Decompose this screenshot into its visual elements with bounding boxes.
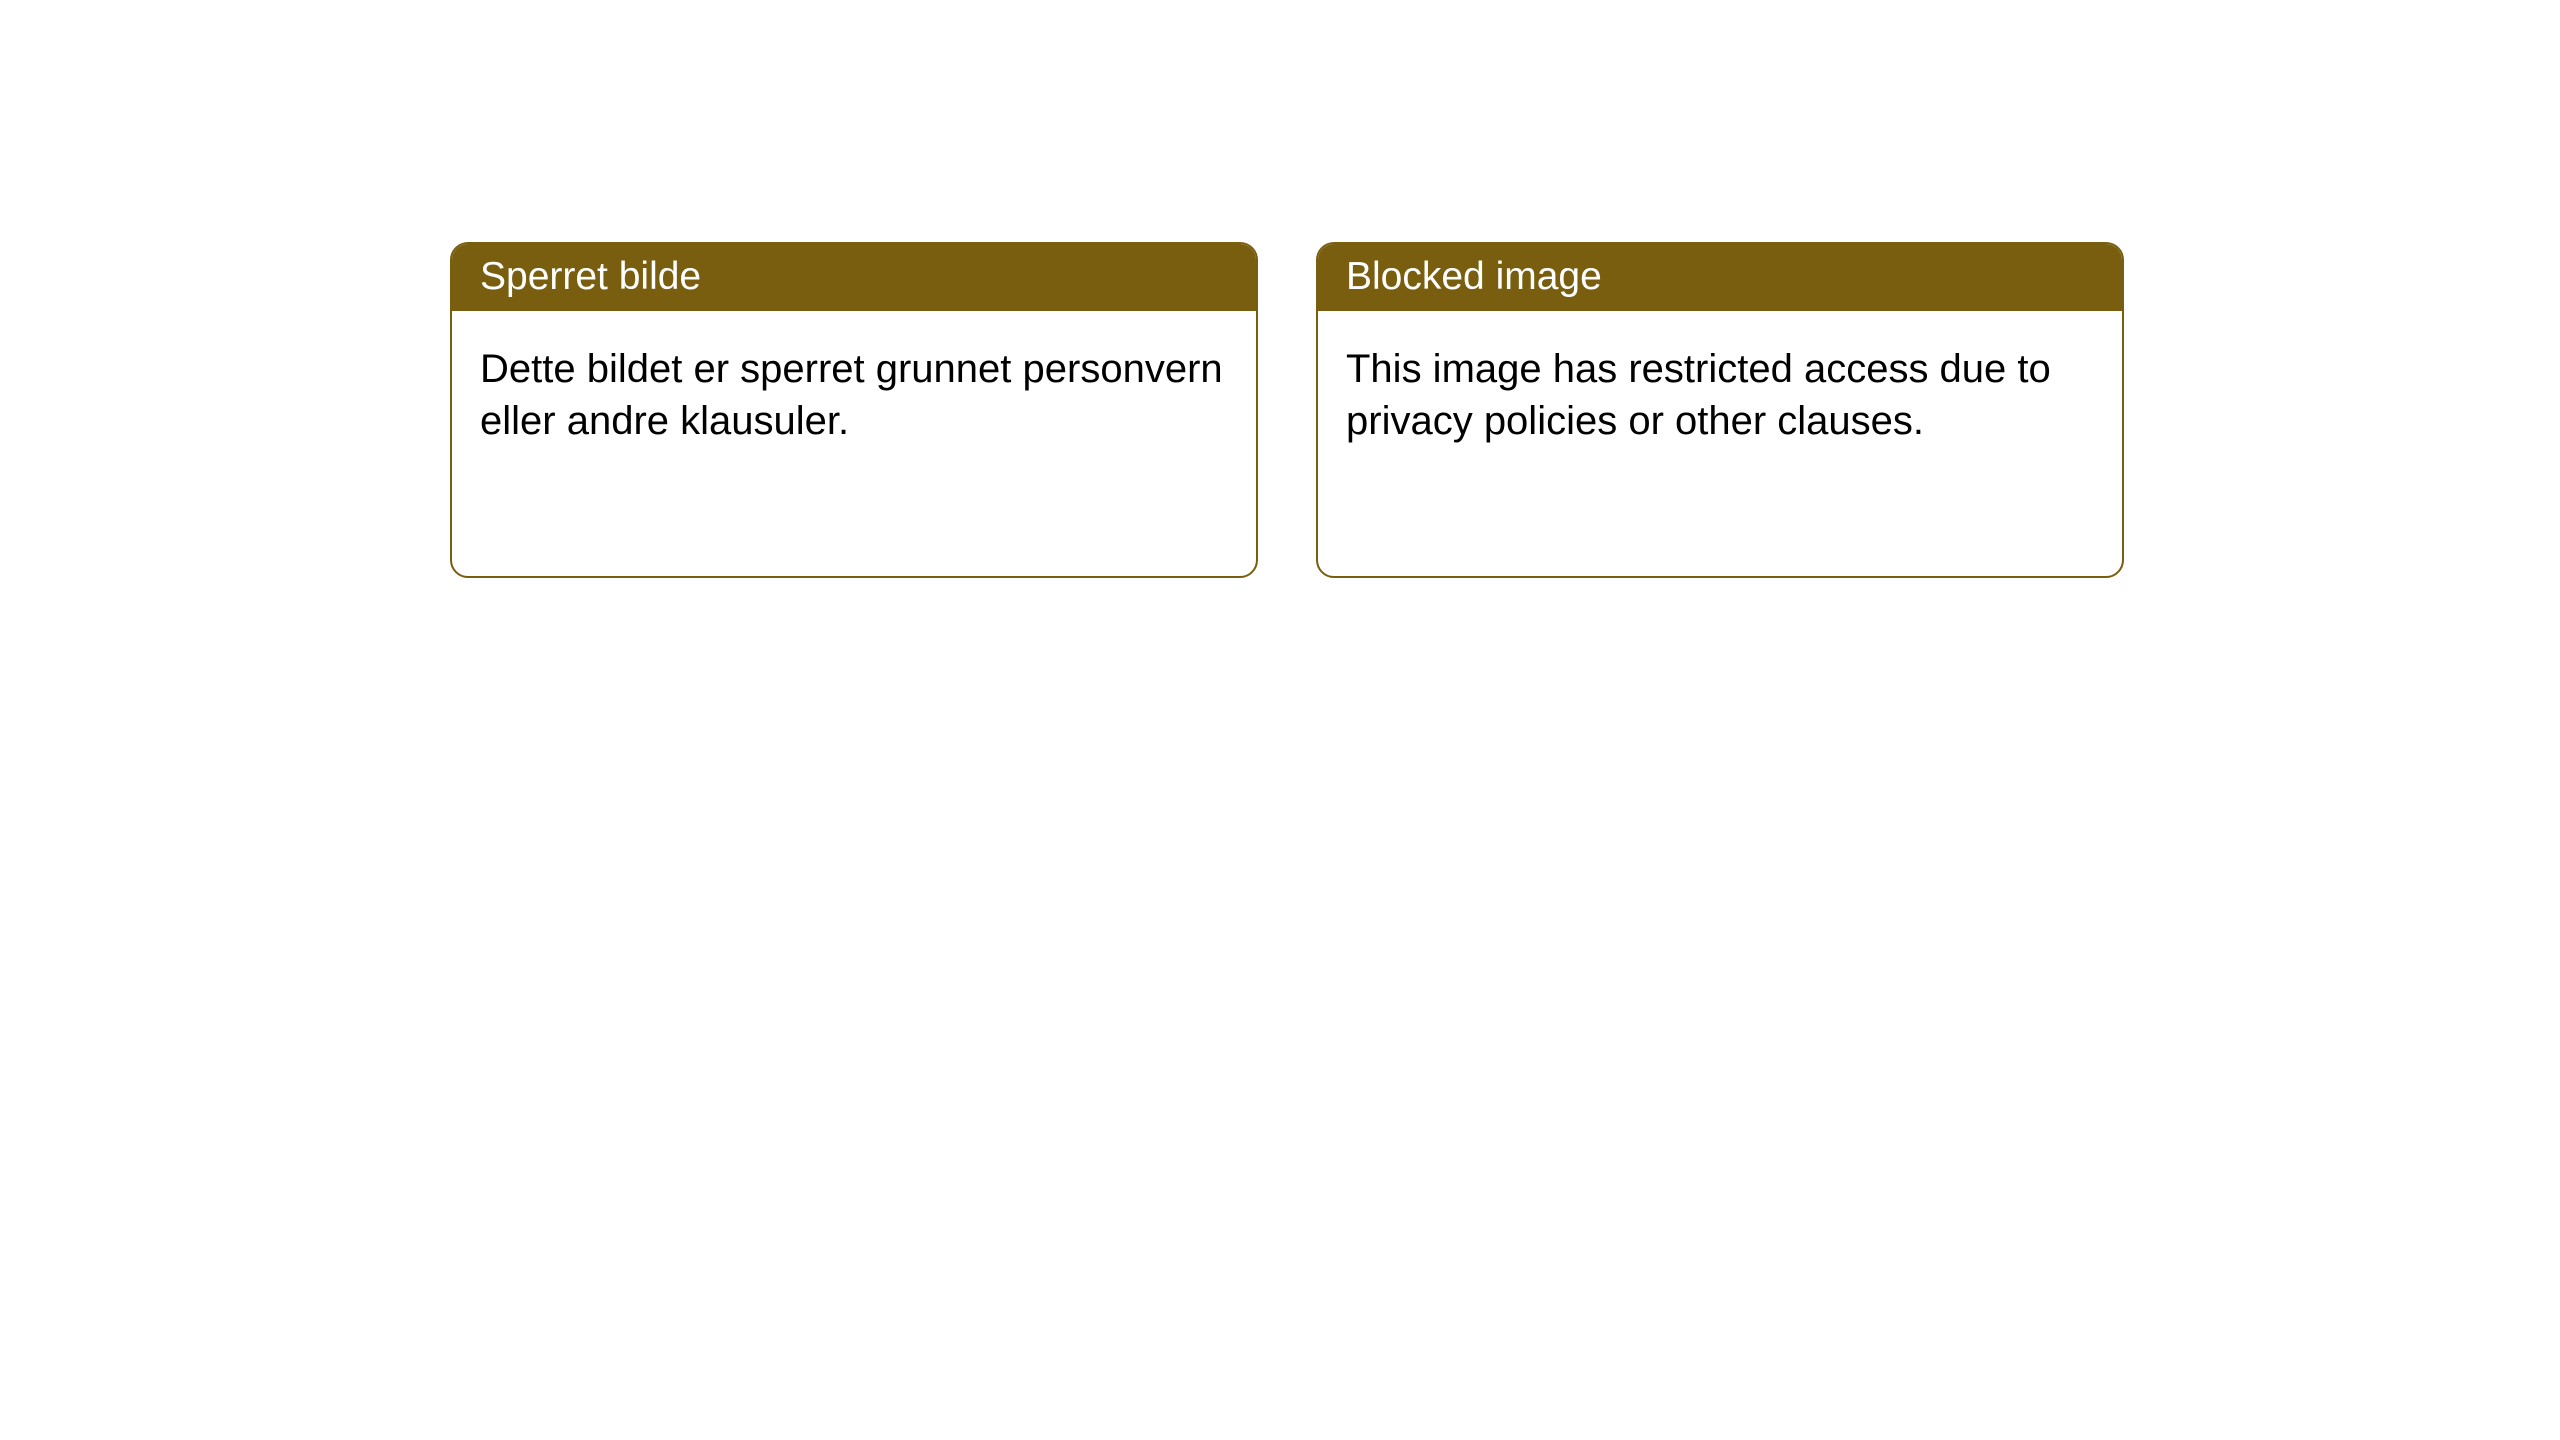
notice-container: Sperret bilde Dette bildet er sperret gr… xyxy=(450,242,2124,578)
notice-title-english: Blocked image xyxy=(1318,244,2122,311)
notice-body-norwegian: Dette bildet er sperret grunnet personve… xyxy=(452,311,1256,479)
notice-card-english: Blocked image This image has restricted … xyxy=(1316,242,2124,578)
notice-card-norwegian: Sperret bilde Dette bildet er sperret gr… xyxy=(450,242,1258,578)
notice-title-norwegian: Sperret bilde xyxy=(452,244,1256,311)
notice-body-english: This image has restricted access due to … xyxy=(1318,311,2122,479)
